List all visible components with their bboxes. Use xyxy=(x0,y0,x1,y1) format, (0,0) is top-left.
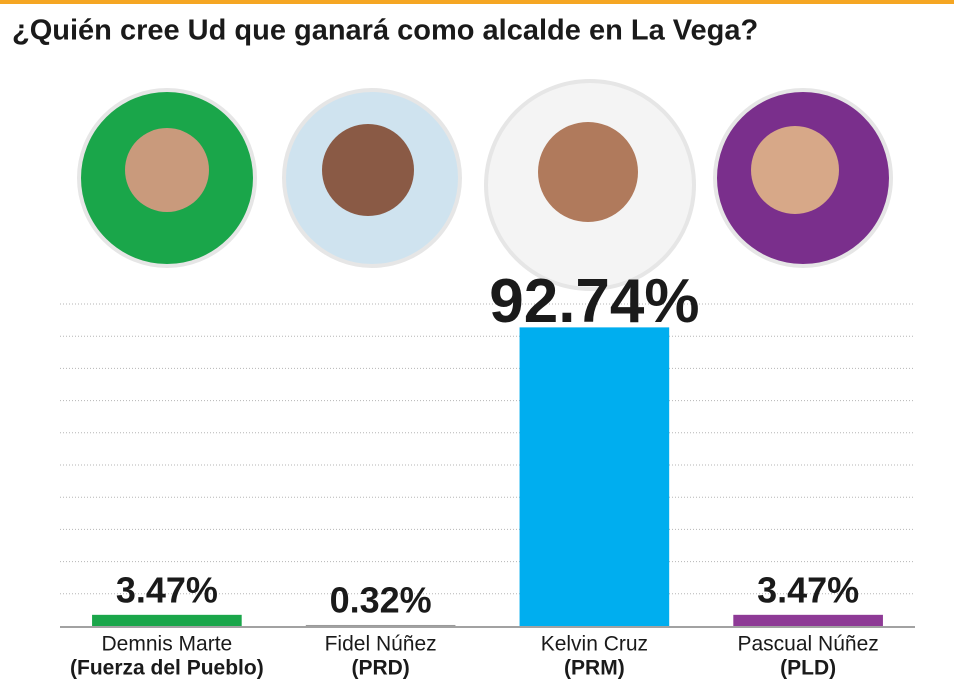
photo-face xyxy=(322,124,414,216)
photo-face xyxy=(751,126,839,214)
photo-face xyxy=(125,128,209,212)
bar xyxy=(305,624,456,626)
value-label: 0.32% xyxy=(330,579,432,620)
value-label: 3.47% xyxy=(757,569,859,610)
top-rule xyxy=(0,0,954,4)
party-label: (Fuerza del Pueblo) xyxy=(70,657,264,680)
x-tick-label: Kelvin Cruz xyxy=(541,633,648,656)
x-tick-label: Pascual Núñez xyxy=(738,633,879,656)
value-label: 92.74% xyxy=(489,267,699,336)
x-tick-label: Fidel Núñez xyxy=(325,633,437,656)
chart-title: ¿Quién cree Ud que ganará como alcalde e… xyxy=(12,15,758,47)
photos xyxy=(77,79,893,291)
value-label: 3.47% xyxy=(116,569,218,610)
photo-face xyxy=(538,122,638,222)
bar xyxy=(519,327,670,626)
x-tick-label: Demnis Marte xyxy=(102,633,233,656)
party-label: (PRD) xyxy=(351,657,409,680)
bar xyxy=(733,614,883,626)
party-label: (PLD) xyxy=(780,657,836,680)
bar xyxy=(92,614,242,626)
party-label: (PRM) xyxy=(564,657,625,680)
